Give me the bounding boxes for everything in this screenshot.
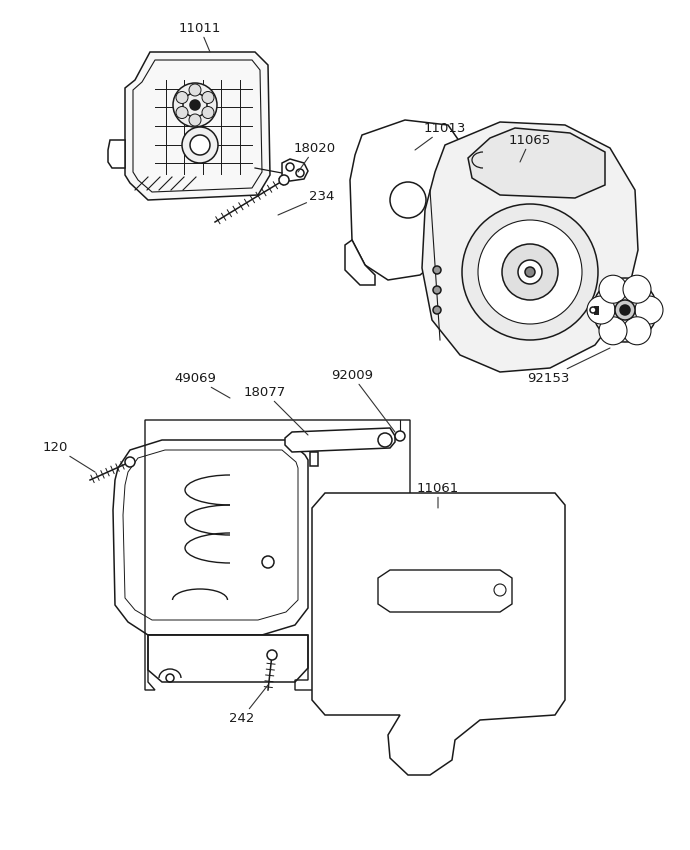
Polygon shape	[422, 122, 638, 372]
Text: 120: 120	[42, 440, 95, 472]
Polygon shape	[345, 240, 375, 285]
Circle shape	[615, 300, 635, 320]
Polygon shape	[113, 440, 308, 635]
Circle shape	[433, 286, 441, 294]
Circle shape	[279, 175, 289, 185]
Circle shape	[590, 307, 596, 313]
Circle shape	[462, 204, 598, 340]
Polygon shape	[125, 52, 270, 200]
Polygon shape	[282, 159, 308, 181]
Polygon shape	[468, 128, 605, 198]
Circle shape	[502, 244, 558, 300]
Text: 92153: 92153	[526, 348, 610, 384]
Circle shape	[173, 83, 217, 127]
Circle shape	[433, 306, 441, 314]
Polygon shape	[310, 452, 318, 466]
Text: 92009: 92009	[331, 369, 395, 432]
Polygon shape	[148, 635, 308, 682]
Text: 242: 242	[229, 685, 268, 724]
Circle shape	[190, 135, 210, 155]
Circle shape	[267, 650, 277, 660]
Circle shape	[518, 260, 542, 284]
Circle shape	[286, 163, 294, 171]
Circle shape	[395, 431, 405, 441]
Circle shape	[183, 93, 207, 117]
Circle shape	[202, 106, 214, 118]
Circle shape	[599, 317, 627, 345]
Circle shape	[125, 457, 135, 467]
Circle shape	[620, 305, 630, 315]
Circle shape	[599, 275, 627, 303]
Circle shape	[182, 127, 218, 163]
Circle shape	[189, 114, 201, 126]
Text: 11013: 11013	[415, 122, 466, 150]
Circle shape	[176, 92, 188, 104]
Text: 11061: 11061	[417, 481, 459, 508]
Circle shape	[623, 275, 651, 303]
Circle shape	[525, 267, 535, 277]
Polygon shape	[285, 428, 395, 452]
Circle shape	[176, 106, 188, 118]
Text: 18020: 18020	[294, 141, 336, 172]
Circle shape	[478, 220, 582, 324]
Polygon shape	[108, 140, 125, 168]
Circle shape	[587, 296, 615, 324]
Circle shape	[202, 92, 214, 104]
Circle shape	[190, 100, 200, 110]
Text: 234: 234	[278, 190, 335, 215]
Circle shape	[623, 317, 651, 345]
Circle shape	[189, 84, 201, 96]
Circle shape	[433, 266, 441, 274]
Circle shape	[635, 296, 663, 324]
Polygon shape	[312, 493, 565, 775]
Text: 11065: 11065	[509, 133, 551, 162]
Text: 11011: 11011	[179, 21, 221, 52]
Circle shape	[593, 278, 657, 342]
Text: 18077: 18077	[244, 386, 308, 435]
Circle shape	[296, 169, 304, 177]
Polygon shape	[350, 120, 462, 280]
Text: 49069: 49069	[174, 371, 230, 398]
